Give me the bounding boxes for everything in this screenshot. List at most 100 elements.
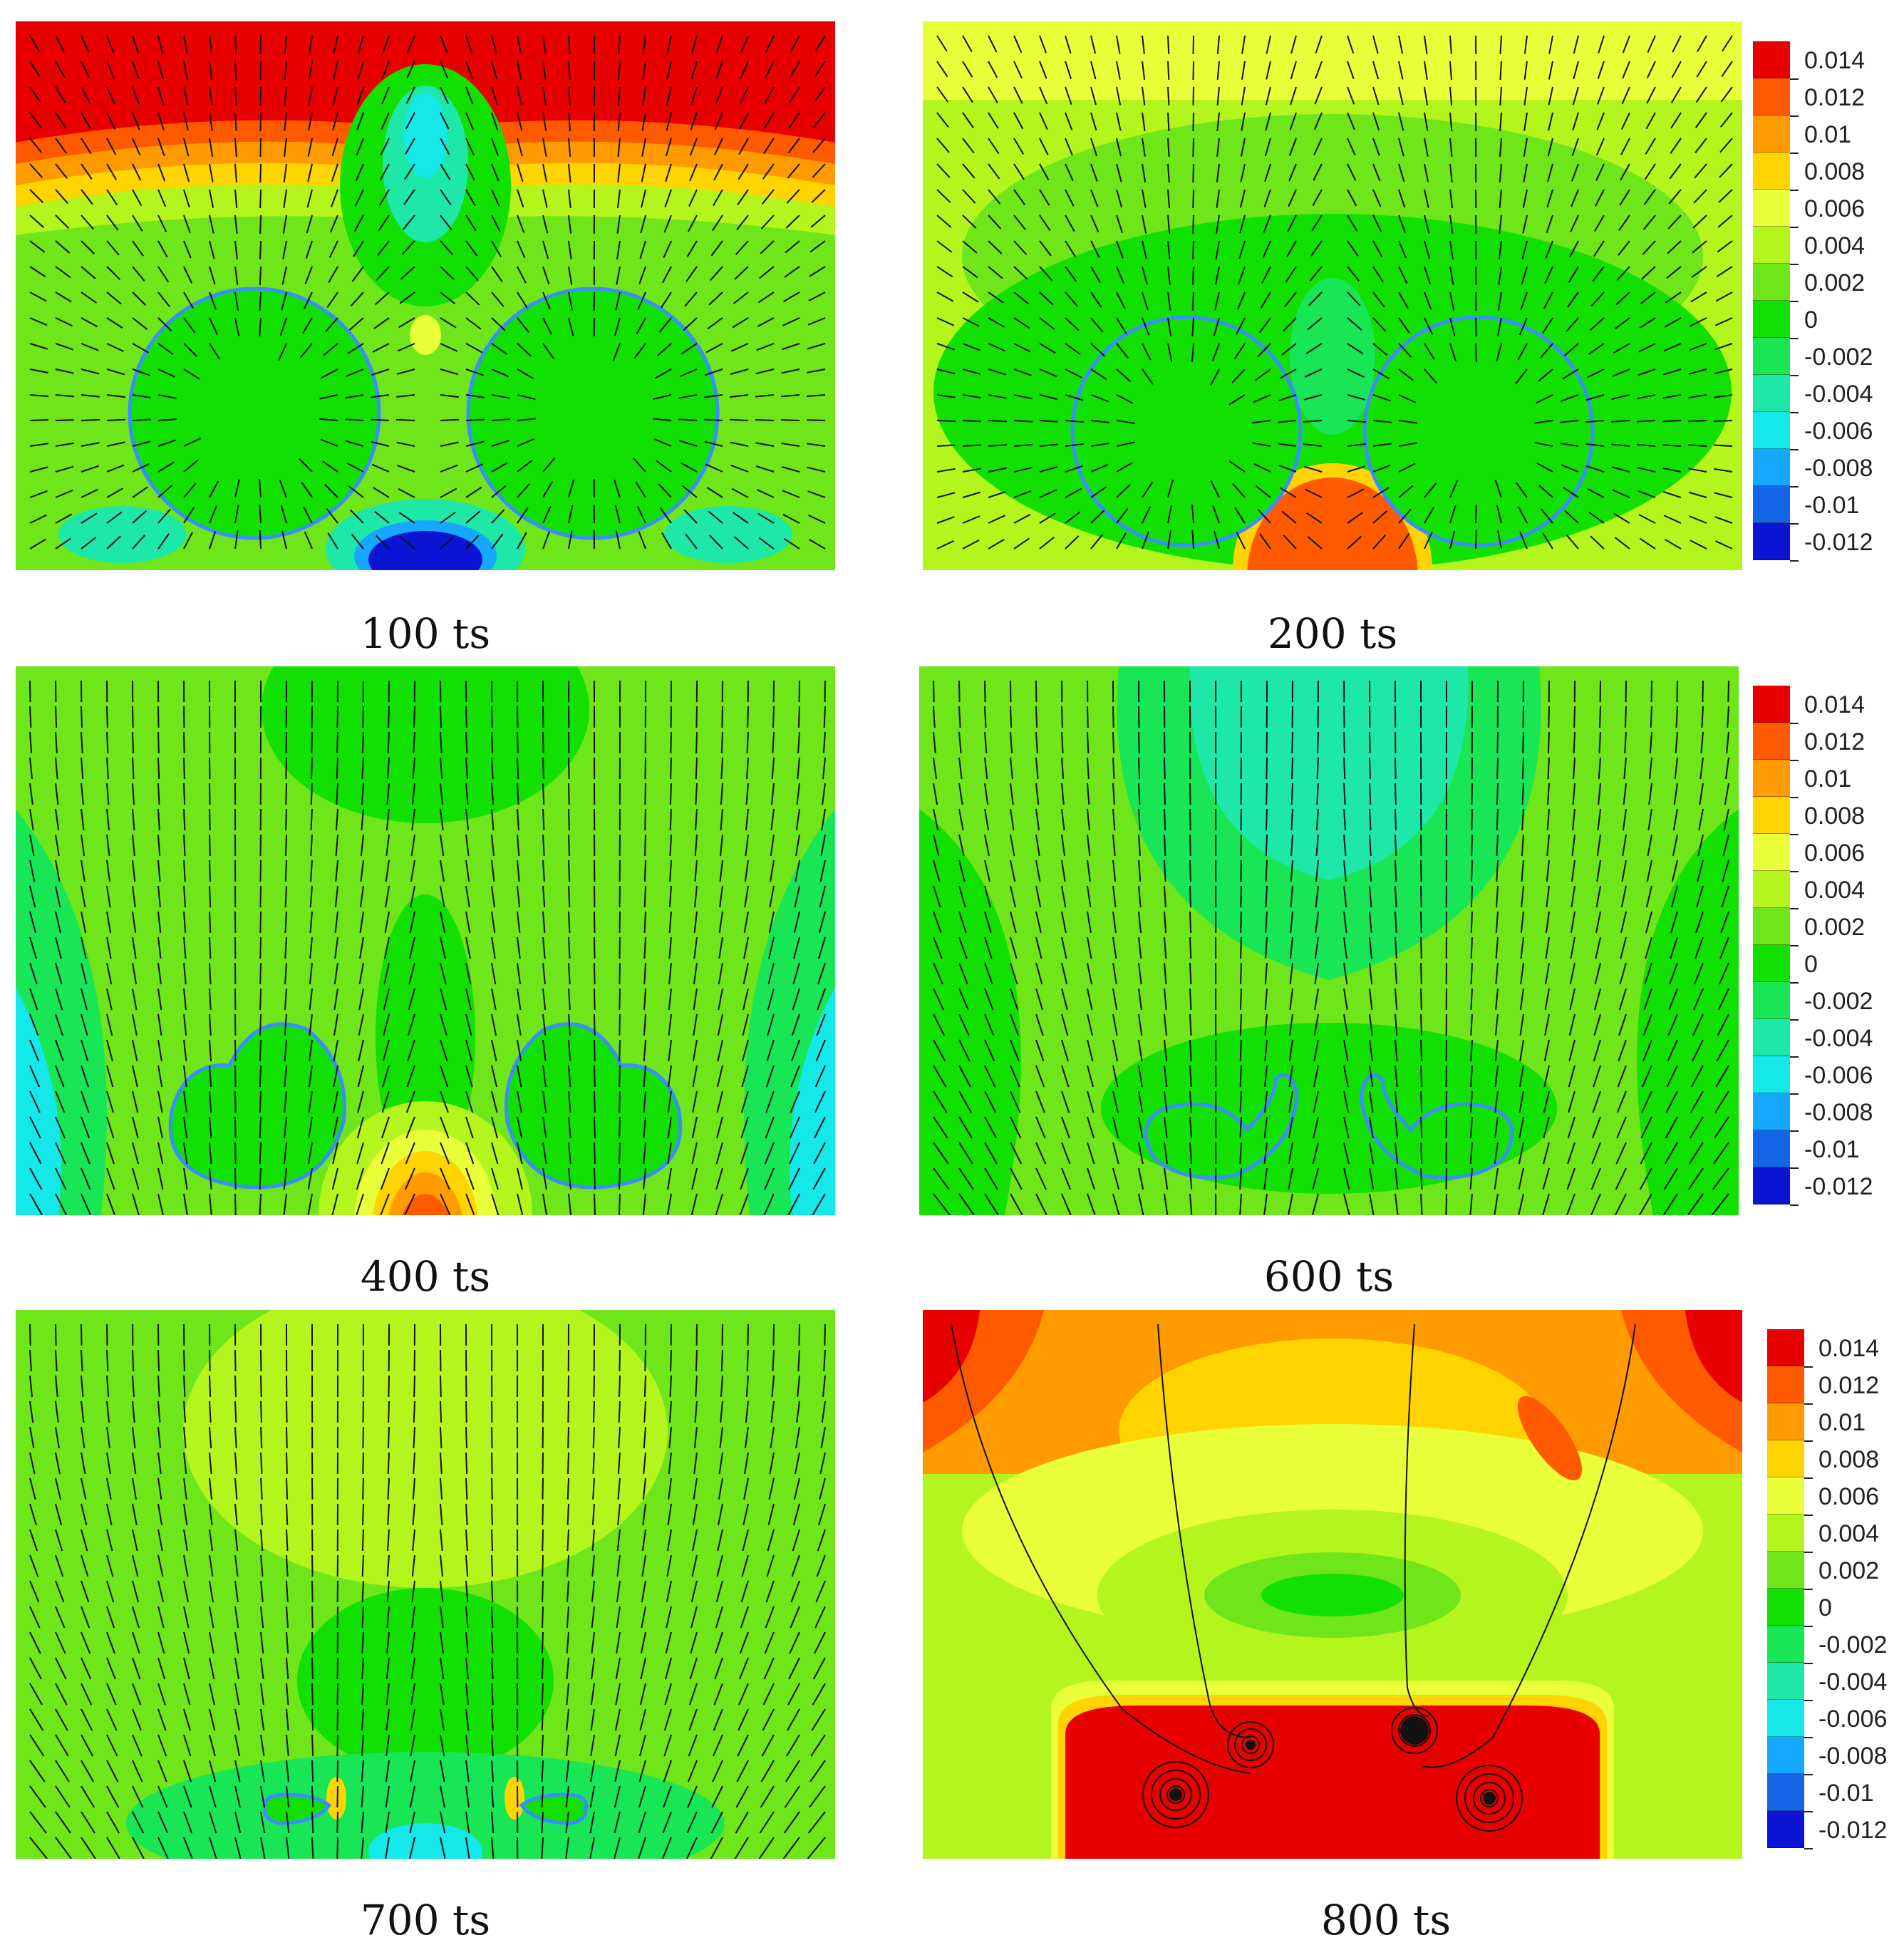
velocity-vector (594, 1065, 596, 1088)
colorbar-swatch (1753, 945, 1790, 982)
velocity-vector (643, 1065, 646, 1088)
velocity-vector (936, 317, 955, 326)
velocity-vector (284, 1013, 287, 1036)
velocity-vector (690, 1580, 698, 1603)
velocity-vector (1372, 35, 1379, 54)
velocity-vector (1061, 1116, 1070, 1139)
velocity-vector (55, 1606, 66, 1629)
velocity-vector (29, 1193, 43, 1215)
velocity-vector (958, 1116, 973, 1139)
velocity-vector (1494, 1193, 1499, 1215)
velocity-vector (465, 215, 477, 232)
velocity-vector (347, 343, 364, 354)
velocity-vector (1013, 537, 1030, 550)
velocity-vector (809, 240, 826, 253)
velocity-vector (565, 1837, 569, 1859)
velocity-vector (1687, 1167, 1704, 1190)
velocity-vector (81, 215, 94, 230)
velocity-vector (308, 1116, 313, 1139)
velocity-vector (278, 343, 287, 361)
velocity-vector (1087, 757, 1090, 780)
velocity-vector (1305, 343, 1323, 354)
velocity-vector (789, 86, 800, 103)
velocity-vector (619, 1013, 621, 1036)
velocity-vector (157, 1554, 164, 1577)
velocity-vector (183, 1837, 193, 1859)
velocity-vector (440, 512, 456, 524)
velocity-vector (616, 1631, 621, 1654)
velocity-vector (1039, 215, 1051, 232)
velocity-vector (1621, 86, 1630, 105)
velocity-vector (1035, 860, 1041, 882)
velocity-vector (1314, 937, 1319, 959)
velocity-vector (308, 61, 313, 80)
velocity-vector (157, 1760, 167, 1783)
velocity-vector (81, 266, 96, 279)
velocity-vector (1542, 1193, 1550, 1215)
velocity-vector (1138, 988, 1142, 1011)
velocity-vector (693, 1477, 698, 1500)
velocity-vector (388, 1375, 390, 1398)
velocity-vector (1718, 189, 1733, 203)
velocity-vector (715, 35, 723, 53)
velocity-vector (465, 834, 470, 857)
velocity-vector (1520, 962, 1524, 985)
velocity-vector (1265, 885, 1268, 908)
velocity-vector (1265, 834, 1268, 857)
velocity-vector (55, 343, 73, 351)
velocity-vector (1090, 240, 1100, 258)
velocity-vector (1013, 61, 1023, 78)
velocity-vector (209, 1580, 214, 1603)
velocity-vector (732, 317, 749, 329)
velocity-vector (1164, 1065, 1168, 1088)
velocity-vector (106, 394, 125, 398)
velocity-vector (962, 368, 981, 375)
velocity-vector (592, 1452, 595, 1475)
velocity-vector (1369, 885, 1372, 908)
velocity-vector (1420, 962, 1422, 985)
velocity-vector (1420, 860, 1422, 882)
velocity-vector (259, 215, 262, 234)
velocity-vector (664, 189, 672, 207)
velocity-vector (665, 163, 672, 182)
velocity-vector (1061, 731, 1064, 754)
velocity-vector (933, 757, 937, 780)
velocity-vector (1497, 530, 1502, 550)
velocity-vector (619, 937, 621, 959)
velocity-vector (542, 1013, 547, 1036)
velocity-vector (1065, 61, 1072, 80)
velocity-vector (1691, 266, 1707, 279)
velocity-vector (666, 1529, 672, 1552)
velocity-vector (1315, 885, 1319, 908)
velocity-vector (1343, 783, 1346, 805)
velocity-vector (1283, 535, 1297, 550)
velocity-vector (1257, 509, 1271, 524)
velocity-vector (772, 706, 775, 728)
velocity-vector (1693, 988, 1704, 1011)
velocity-vector (209, 343, 220, 360)
velocity-vector (1116, 61, 1121, 80)
colorbar-tick (1790, 1204, 1799, 1206)
velocity-vector (719, 885, 723, 908)
velocity-vector (1521, 885, 1524, 908)
colorbar-tick (1790, 190, 1799, 191)
velocity-vector (1216, 61, 1220, 80)
velocity-vector (1347, 317, 1362, 331)
velocity-vector (984, 783, 989, 805)
velocity-vector (1585, 443, 1605, 447)
velocity-vector (822, 1375, 826, 1398)
velocity-vector (81, 163, 93, 180)
velocity-vector (814, 1116, 826, 1139)
velocity-vector (1289, 988, 1293, 1011)
velocity-vector (1688, 394, 1707, 399)
velocity-vector (1372, 464, 1391, 473)
colorbar-label: 0.006 (1818, 1483, 1880, 1510)
velocity-vector (1252, 442, 1271, 447)
velocity-vector (1116, 532, 1127, 550)
velocity-vector (1116, 215, 1123, 234)
velocity-vector (29, 1375, 33, 1398)
velocity-vector (234, 1116, 237, 1139)
velocity-vector (1164, 911, 1167, 934)
velocity-vector (743, 911, 749, 934)
velocity-vector (764, 86, 775, 104)
